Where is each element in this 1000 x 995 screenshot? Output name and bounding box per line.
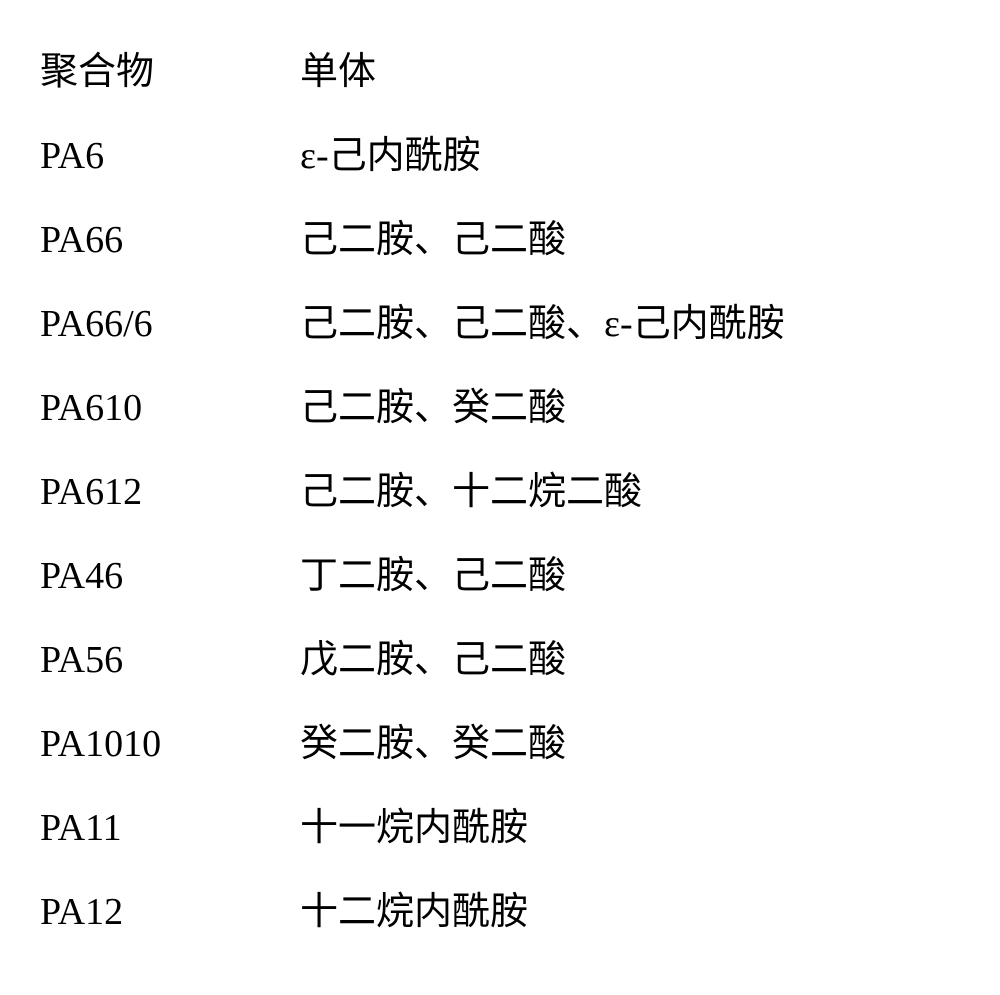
cell-polymer: PA610: [40, 366, 300, 450]
cell-monomer: 丁二胺、己二酸: [300, 534, 960, 618]
table-row: PA6 ε-己内酰胺: [40, 114, 960, 198]
table-row: PA1010 癸二胺、癸二酸: [40, 702, 960, 786]
table-row: PA612 己二胺、十二烷二酸: [40, 450, 960, 534]
table-row: PA56 戊二胺、己二酸: [40, 618, 960, 702]
cell-polymer: PA612: [40, 450, 300, 534]
cell-monomer: 十一烷内酰胺: [300, 786, 960, 870]
table-row: PA610 己二胺、癸二酸: [40, 366, 960, 450]
cell-monomer: 己二胺、己二酸、ε-己内酰胺: [300, 282, 960, 366]
cell-monomer: 戊二胺、己二酸: [300, 618, 960, 702]
cell-polymer: PA12: [40, 870, 300, 954]
cell-monomer: 己二胺、十二烷二酸: [300, 450, 960, 534]
header-polymer: 聚合物: [40, 30, 300, 114]
table-row: PA66/6 己二胺、己二酸、ε-己内酰胺: [40, 282, 960, 366]
cell-polymer: PA66/6: [40, 282, 300, 366]
cell-polymer: PA56: [40, 618, 300, 702]
table-row: PA66 己二胺、己二酸: [40, 198, 960, 282]
cell-polymer: PA66: [40, 198, 300, 282]
cell-monomer: 己二胺、癸二酸: [300, 366, 960, 450]
table-row: PA11 十一烷内酰胺: [40, 786, 960, 870]
cell-monomer: 己二胺、己二酸: [300, 198, 960, 282]
table-header-row: 聚合物 单体: [40, 30, 960, 114]
polymer-monomer-table: 聚合物 单体 PA6 ε-己内酰胺 PA66 己二胺、己二酸 PA66/6 己二…: [40, 30, 960, 954]
cell-polymer: PA6: [40, 114, 300, 198]
cell-monomer: ε-己内酰胺: [300, 114, 960, 198]
cell-polymer: PA46: [40, 534, 300, 618]
cell-monomer: 十二烷内酰胺: [300, 870, 960, 954]
table-row: PA46 丁二胺、己二酸: [40, 534, 960, 618]
cell-polymer: PA1010: [40, 702, 300, 786]
cell-monomer: 癸二胺、癸二酸: [300, 702, 960, 786]
header-monomer: 单体: [300, 30, 960, 114]
cell-polymer: PA11: [40, 786, 300, 870]
table-row: PA12 十二烷内酰胺: [40, 870, 960, 954]
